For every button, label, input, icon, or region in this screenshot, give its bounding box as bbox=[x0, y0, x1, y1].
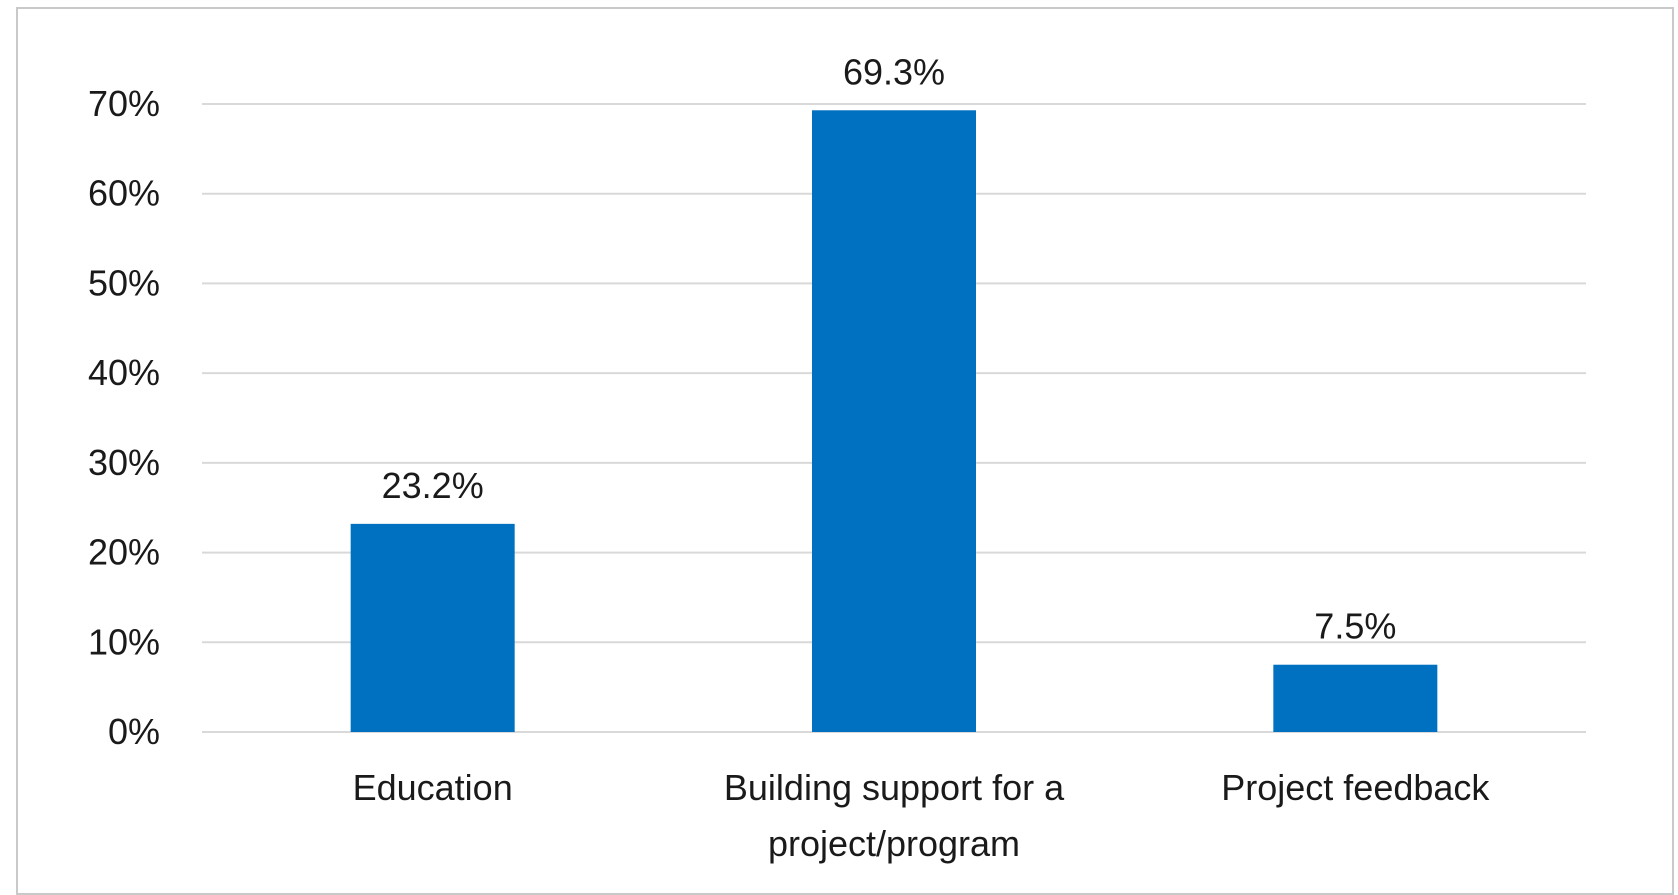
data-label: 23.2% bbox=[382, 465, 484, 506]
y-tick-label: 70% bbox=[88, 83, 160, 124]
data-label: 7.5% bbox=[1314, 606, 1396, 647]
bar bbox=[1273, 664, 1438, 732]
y-tick-label: 50% bbox=[88, 262, 160, 303]
category-label: Building support for a project/program bbox=[724, 767, 1065, 864]
y-tick-label: 20% bbox=[88, 532, 160, 573]
y-tick-label: 30% bbox=[88, 442, 160, 483]
x-axis: Education Building support for a project/p… bbox=[353, 767, 1491, 864]
data-labels: 23.2% 69.3% 7.5% bbox=[382, 51, 1397, 646]
bar bbox=[812, 110, 976, 732]
category-label: Project feedback bbox=[1221, 767, 1490, 808]
bar bbox=[350, 523, 515, 732]
y-tick-label: 40% bbox=[88, 352, 160, 393]
category-label: Education bbox=[353, 767, 513, 808]
y-tick-label: 0% bbox=[108, 711, 160, 752]
y-tick-label: 10% bbox=[88, 621, 160, 662]
data-label: 69.3% bbox=[843, 51, 945, 92]
y-axis: 0% 10% 20% 30% 40% 50% 60% 70% bbox=[88, 83, 160, 752]
bars bbox=[350, 110, 1438, 732]
y-tick-label: 60% bbox=[88, 173, 160, 214]
